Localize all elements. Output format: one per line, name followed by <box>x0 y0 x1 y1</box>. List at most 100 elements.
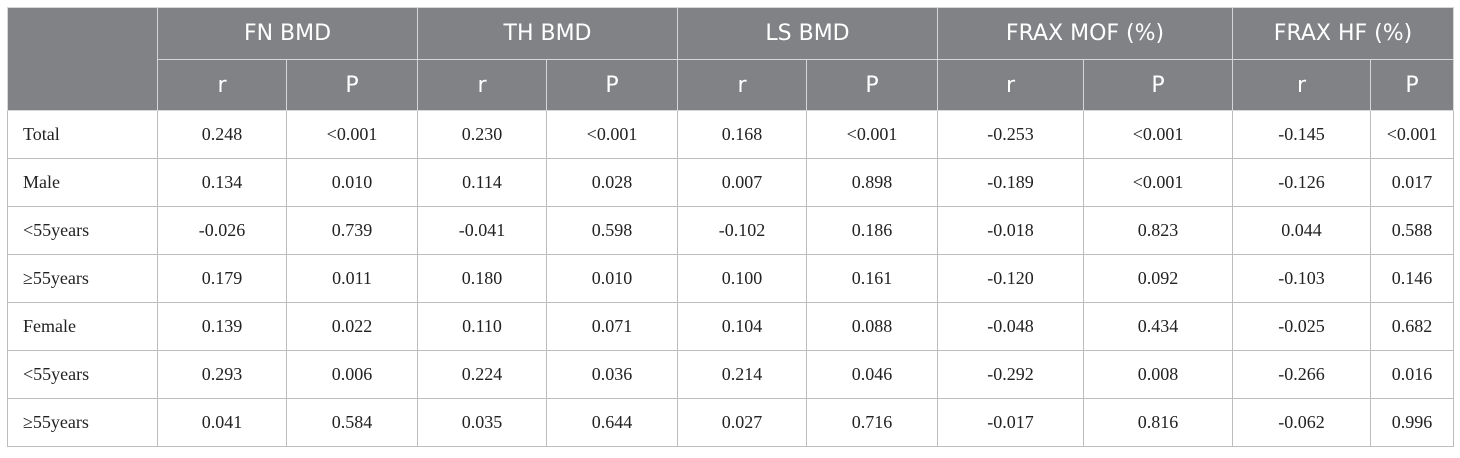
cell-p-value: 0.006 <box>286 350 418 399</box>
cell-p-value: 0.161 <box>805 254 939 303</box>
header-sub-p: P <box>805 59 939 111</box>
cell-r-value: 0.134 <box>157 158 287 207</box>
cell-r-value: -0.253 <box>937 110 1085 159</box>
cell-p-value: 0.588 <box>1370 206 1455 255</box>
cell-p-value: 0.898 <box>805 158 939 207</box>
cell-r-value: 0.168 <box>677 110 807 159</box>
cell-p-value: 0.092 <box>1083 254 1234 303</box>
cell-p-value: <0.001 <box>1370 110 1455 159</box>
cell-p-value: 0.146 <box>1370 254 1455 303</box>
header-sub-p: P <box>1083 59 1234 111</box>
cell-r-value: -0.145 <box>1232 110 1372 159</box>
cell-p-value: <0.001 <box>805 110 939 159</box>
cell-p-value: 0.046 <box>805 350 939 399</box>
cell-p-value: 0.011 <box>286 254 418 303</box>
cell-p-value: 0.186 <box>805 206 939 255</box>
cell-p-value: 0.816 <box>1083 398 1234 447</box>
correlation-table: FN BMD TH BMD LS BMD FRAX MOF (%) FRAX H… <box>7 7 1455 447</box>
table-row: Male 0.134 0.010 0.114 0.028 0.007 0.898 -0.189… <box>7 158 1455 207</box>
header-sub-p: P <box>546 59 678 111</box>
table-row: ≥55years 0.179 0.011 0.180 0.010 0.100 0.161 -0… <box>7 254 1455 303</box>
row-label: Male <box>7 158 158 207</box>
cell-p-value: 0.598 <box>546 206 678 255</box>
cell-p-value: 0.016 <box>1370 350 1455 399</box>
cell-r-value: -0.292 <box>937 350 1085 399</box>
cell-p-value: 0.644 <box>546 398 678 447</box>
header-sub-r: r <box>157 59 287 111</box>
cell-r-value: 0.007 <box>677 158 807 207</box>
cell-r-value: -0.062 <box>1232 398 1372 447</box>
row-label: Total <box>7 110 158 159</box>
cell-r-value: 0.224 <box>417 350 547 399</box>
cell-p-value: 0.823 <box>1083 206 1234 255</box>
header-sub-p: P <box>286 59 418 111</box>
cell-r-value: 0.044 <box>1232 206 1372 255</box>
row-label: <55years <box>7 206 158 255</box>
cell-r-value: -0.266 <box>1232 350 1372 399</box>
cell-r-value: 0.214 <box>677 350 807 399</box>
row-label: ≥55years <box>7 398 158 447</box>
header-group-th-bmd: TH BMD <box>417 7 678 60</box>
cell-p-value: <0.001 <box>546 110 678 159</box>
header-corner-cell <box>7 7 158 111</box>
cell-r-value: 0.027 <box>677 398 807 447</box>
cell-r-value: 0.139 <box>157 302 287 351</box>
cell-p-value: 0.088 <box>805 302 939 351</box>
cell-r-value: 0.041 <box>157 398 287 447</box>
cell-p-value: <0.001 <box>286 110 418 159</box>
cell-r-value: -0.018 <box>937 206 1085 255</box>
cell-r-value: 0.104 <box>677 302 807 351</box>
cell-r-value: 0.179 <box>157 254 287 303</box>
cell-r-value: -0.041 <box>417 206 547 255</box>
cell-p-value: 0.584 <box>286 398 418 447</box>
header-group-ls-bmd: LS BMD <box>676 7 939 60</box>
table-row: <55years 0.293 0.006 0.224 0.036 0.214 0.046 -0… <box>7 350 1455 399</box>
cell-p-value: 0.739 <box>286 206 418 255</box>
table-body: Total 0.248 <0.001 0.230 <0.001 0.168 <0.001 -0… <box>7 110 1455 447</box>
correlation-table-container: FN BMD TH BMD LS BMD FRAX MOF (%) FRAX H… <box>7 7 1455 447</box>
cell-r-value: 0.100 <box>677 254 807 303</box>
cell-p-value: 0.716 <box>805 398 939 447</box>
cell-r-value: -0.189 <box>937 158 1085 207</box>
cell-r-value: -0.026 <box>157 206 287 255</box>
cell-p-value: 0.028 <box>546 158 678 207</box>
header-group-fn-bmd: FN BMD <box>157 7 418 60</box>
cell-r-value: -0.102 <box>677 206 807 255</box>
header-sub-r: r <box>677 59 807 111</box>
cell-r-value: 0.230 <box>417 110 547 159</box>
header-sub-p: P <box>1370 59 1455 111</box>
header-row-subcolumns: r P r P r P r P r P <box>8 59 1455 111</box>
cell-r-value: -0.048 <box>937 302 1085 351</box>
header-sub-r: r <box>1232 59 1372 111</box>
row-label: Female <box>7 302 158 351</box>
cell-r-value: 0.293 <box>157 350 287 399</box>
cell-r-value: 0.110 <box>417 302 547 351</box>
cell-r-value: 0.035 <box>417 398 547 447</box>
table-row: ≥55years 0.041 0.584 0.035 0.644 0.027 0.716 -0… <box>7 398 1455 447</box>
cell-p-value: 0.010 <box>286 158 418 207</box>
row-label: ≥55years <box>7 254 158 303</box>
cell-r-value: -0.025 <box>1232 302 1372 351</box>
header-group-frax-mof: FRAX MOF (%) <box>937 7 1234 60</box>
cell-r-value: -0.103 <box>1232 254 1372 303</box>
cell-r-value: -0.120 <box>937 254 1085 303</box>
header-group-frax-hf: FRAX HF (%) <box>1232 7 1455 60</box>
cell-r-value: -0.126 <box>1232 158 1372 207</box>
header-sub-r: r <box>937 59 1085 111</box>
cell-p-value: 0.017 <box>1370 158 1455 207</box>
cell-p-value: 0.010 <box>546 254 678 303</box>
cell-p-value: 0.008 <box>1083 350 1234 399</box>
cell-p-value: 0.022 <box>286 302 418 351</box>
cell-p-value: 0.071 <box>546 302 678 351</box>
cell-p-value: <0.001 <box>1083 110 1234 159</box>
cell-p-value: 0.996 <box>1370 398 1455 447</box>
header-row-groups: FN BMD TH BMD LS BMD FRAX MOF (%) FRAX H… <box>7 7 1455 111</box>
header-sub-r: r <box>417 59 547 111</box>
cell-r-value: -0.017 <box>937 398 1085 447</box>
row-label: <55years <box>7 350 158 399</box>
table-row: Female 0.139 0.022 0.110 0.071 0.104 0.088 -0.0… <box>7 302 1455 351</box>
cell-p-value: 0.036 <box>546 350 678 399</box>
table-row: Total 0.248 <0.001 0.230 <0.001 0.168 <0.001 -0… <box>7 110 1455 159</box>
cell-p-value: <0.001 <box>1083 158 1234 207</box>
cell-r-value: 0.180 <box>417 254 547 303</box>
